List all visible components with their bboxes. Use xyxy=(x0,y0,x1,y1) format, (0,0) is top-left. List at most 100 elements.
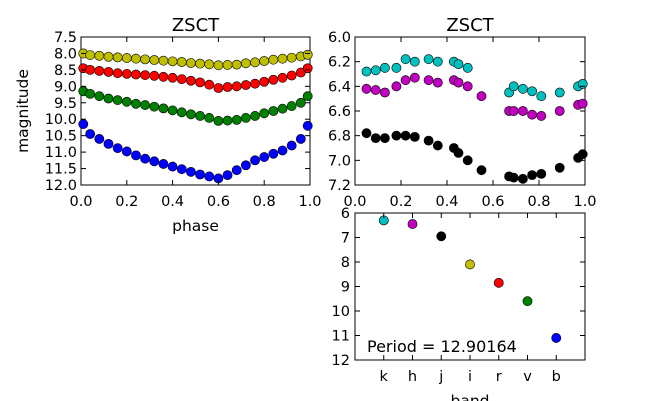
band-point-v xyxy=(522,296,533,307)
zoom-plot-point xyxy=(409,56,420,67)
phase-plot-point xyxy=(302,120,313,131)
phase-plot-xlabel: phase xyxy=(172,217,219,235)
phase-plot-point xyxy=(121,53,132,63)
phase-plot-point xyxy=(204,113,215,123)
zoom-plot-title: ZSCT xyxy=(446,15,494,36)
phase-plot-point xyxy=(268,106,279,116)
phase-plot-xtick-label: 1.0 xyxy=(298,194,321,210)
phase-plot-ytick-label: 9.0 xyxy=(54,79,77,95)
phase-plot-point xyxy=(240,80,251,90)
phase-plot-point xyxy=(195,169,205,180)
phase-plot-point xyxy=(131,53,141,64)
phase-plot-point xyxy=(195,58,205,69)
zoom-plot-point xyxy=(577,98,588,109)
phase-plot-point xyxy=(112,95,123,106)
phase-plot-frame xyxy=(80,36,311,186)
zoom-plot-point xyxy=(432,77,443,88)
zoom-plot-xtick-label: 0.8 xyxy=(527,194,550,210)
zoom-plot-point xyxy=(400,130,411,141)
zoom-plot-point xyxy=(409,131,420,142)
zoom-plot-ytick-label: 6.6 xyxy=(328,104,351,120)
band-ytick-label: 9 xyxy=(341,280,350,296)
band-point-j xyxy=(436,231,447,242)
phase-plot-point xyxy=(176,107,187,118)
phase-plot-point xyxy=(240,58,251,69)
phase-plot-ytick-label: 8.5 xyxy=(54,63,77,79)
phase-plot-point xyxy=(231,81,242,92)
phase-plot-point xyxy=(268,148,279,159)
phase-plot-point xyxy=(268,74,279,85)
phase-plot-point xyxy=(250,78,260,89)
phase-plot-point xyxy=(94,91,105,102)
band-point-i xyxy=(465,259,475,270)
phase-plot-point xyxy=(103,51,114,62)
phase-plot-point xyxy=(176,74,187,84)
zoom-plot-point xyxy=(462,62,473,73)
phase-plot-point xyxy=(121,146,132,157)
zoom-plot-point xyxy=(527,170,537,181)
phase-plot-xtick-label: 0.2 xyxy=(115,194,138,210)
phase-plot-point xyxy=(240,113,251,123)
phase-plot-point xyxy=(231,114,242,125)
zoom-plot-point xyxy=(554,162,565,173)
phase-plot-point xyxy=(103,93,114,104)
phase-plot-point xyxy=(149,156,160,167)
band-xlabel: band xyxy=(451,392,490,401)
phase-plot-ylabel: magnitude xyxy=(14,69,32,153)
zoom-plot-point xyxy=(391,62,402,73)
band-xtick-label: b xyxy=(552,369,561,385)
zoom-plot-point xyxy=(370,85,381,95)
zoom-plot-point xyxy=(527,109,537,120)
phase-plot-point xyxy=(94,65,105,76)
phase-plot-point xyxy=(213,115,224,126)
zoom-plot-point xyxy=(462,81,473,92)
phase-plot-point xyxy=(259,108,270,119)
zoom-plot-point xyxy=(518,83,528,94)
phase-plot-title: ZSCT xyxy=(172,15,220,36)
phase-plot-point xyxy=(140,54,151,65)
phase-plot-point xyxy=(231,165,242,176)
zoom-plot-point xyxy=(508,81,519,92)
phase-plot-point xyxy=(131,98,141,109)
zoom-plot-point xyxy=(361,83,372,94)
phase-plot-point xyxy=(302,49,313,60)
phase-plot-ytick-label: 11.0 xyxy=(45,145,77,161)
phase-plot-point xyxy=(204,79,215,90)
band-xtick-label: v xyxy=(523,369,532,385)
zoom-plot-point xyxy=(476,91,487,102)
band-point-r xyxy=(493,277,504,288)
phase-plot-point xyxy=(277,103,288,114)
phase-plot-point xyxy=(85,129,96,139)
zoom-plot-xtick-label: 0.6 xyxy=(481,194,504,210)
phase-plot-xtick-label: 0.6 xyxy=(207,194,230,210)
zoom-plot-xtick-label: 1.0 xyxy=(573,194,596,210)
phase-plot-point xyxy=(94,134,105,144)
phase-plot-point xyxy=(277,72,288,83)
zoom-plot-point xyxy=(400,54,411,65)
band-xtick-label: k xyxy=(380,369,389,385)
phase-plot-point xyxy=(176,164,187,175)
phase-plot-point xyxy=(149,70,160,81)
phase-plot-point xyxy=(222,115,233,126)
zoom-plot-point xyxy=(361,128,372,139)
zoom-plot-point xyxy=(462,155,473,166)
phase-plot-point xyxy=(277,145,288,156)
zoom-plot-point xyxy=(432,140,443,151)
phase-plot-point xyxy=(85,89,96,99)
zoom-plot-xtick-label: 0.2 xyxy=(389,194,412,210)
zoom-plot-point xyxy=(379,87,390,98)
phase-plot-point xyxy=(195,111,205,121)
zoom-plot-point xyxy=(423,54,434,65)
phase-plot-point xyxy=(158,71,169,82)
phase-plot-point xyxy=(231,59,242,70)
phase-plot-point xyxy=(158,103,169,114)
phase-plot-point xyxy=(186,166,196,177)
band-xtick-label: i xyxy=(468,369,472,385)
zoom-plot-point xyxy=(370,133,381,144)
phase-plot-point xyxy=(131,69,141,80)
phase-plot-ytick-label: 9.5 xyxy=(54,96,77,112)
phase-plot-point xyxy=(85,50,96,60)
phase-plot-point xyxy=(158,55,169,66)
band-point-h xyxy=(407,219,418,229)
